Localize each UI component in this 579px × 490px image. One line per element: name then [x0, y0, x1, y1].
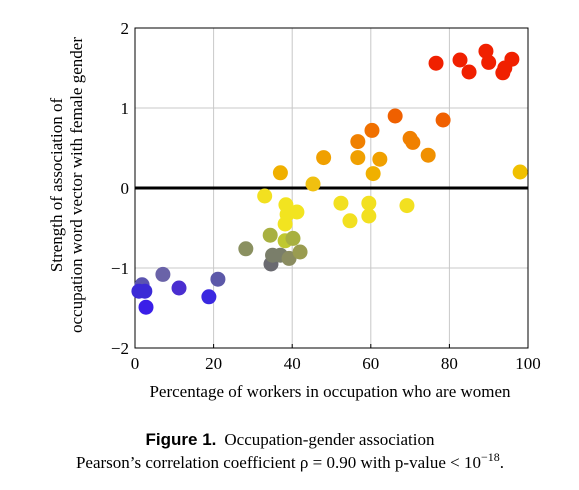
scatter-point [405, 134, 421, 150]
x-tick-label: 40 [284, 354, 301, 373]
scatter-point [478, 43, 494, 59]
scatter-point [281, 250, 297, 266]
scatter-point [316, 150, 332, 166]
scatter-point [428, 55, 444, 71]
scatter-point [435, 112, 451, 128]
scatter-point [350, 150, 366, 166]
scatter-point [292, 244, 308, 260]
scatter-point [137, 283, 153, 299]
scatter-point [289, 204, 305, 220]
scatter-point [504, 51, 520, 67]
x-tick-label: 80 [441, 354, 458, 373]
scatter-point [365, 166, 381, 182]
scatter-point [387, 108, 403, 124]
scatter-point [138, 299, 154, 315]
caption-end: . [500, 453, 504, 472]
scatter-point [350, 134, 366, 150]
x-tick-label: 0 [131, 354, 140, 373]
caption-heading: Occupation-gender association [224, 430, 435, 449]
scatter-point [155, 266, 171, 282]
scatter-point [210, 271, 226, 287]
caption-body: Pearson’s correlation coefficient ρ = 0.… [76, 453, 481, 472]
y-axis-label: Strength of association of occupation wo… [47, 37, 86, 333]
scatter-point [361, 195, 377, 211]
scatter-point [201, 289, 217, 305]
scatter-point [361, 208, 377, 224]
scatter-point [305, 176, 321, 192]
scatter-point [420, 147, 436, 163]
scatter-point [512, 164, 528, 180]
scatter-point [277, 216, 293, 232]
scatter-point [238, 241, 254, 257]
x-axis-label: Percentage of workers in occupation who … [149, 382, 511, 401]
scatter-point [272, 165, 288, 181]
scatter-point [257, 188, 273, 204]
scatter-point [333, 195, 349, 211]
y-tick-label: 2 [121, 19, 130, 38]
x-tick-label: 100 [515, 354, 541, 373]
caption-title: Figure 1. Occupation-gender association [146, 430, 435, 449]
y-tick-label: 1 [121, 99, 130, 118]
scatter-point [171, 280, 187, 296]
scatter-point [481, 54, 497, 70]
scatter-point [452, 52, 468, 68]
x-tick-label: 20 [205, 354, 222, 373]
figure-label: Figure 1. [146, 430, 217, 449]
scatter-point [372, 151, 388, 167]
scatter-point [461, 64, 477, 80]
scatter-point [399, 198, 415, 214]
y-tick-label: −2 [111, 339, 129, 358]
scatter-point [342, 213, 358, 229]
scatter-point [364, 122, 380, 138]
caption-text: Pearson’s correlation coefficient ρ = 0.… [76, 450, 504, 472]
y-tick-label: −1 [111, 259, 129, 278]
y-axis-label-line: Strength of association of [47, 98, 66, 273]
scatter-point [285, 230, 301, 246]
caption-exponent: −18 [481, 450, 500, 464]
y-axis-label-line: occupation word vector with female gende… [67, 37, 86, 333]
scatter-point [262, 227, 278, 243]
x-tick-label: 60 [362, 354, 379, 373]
y-tick-label: 0 [121, 179, 130, 198]
